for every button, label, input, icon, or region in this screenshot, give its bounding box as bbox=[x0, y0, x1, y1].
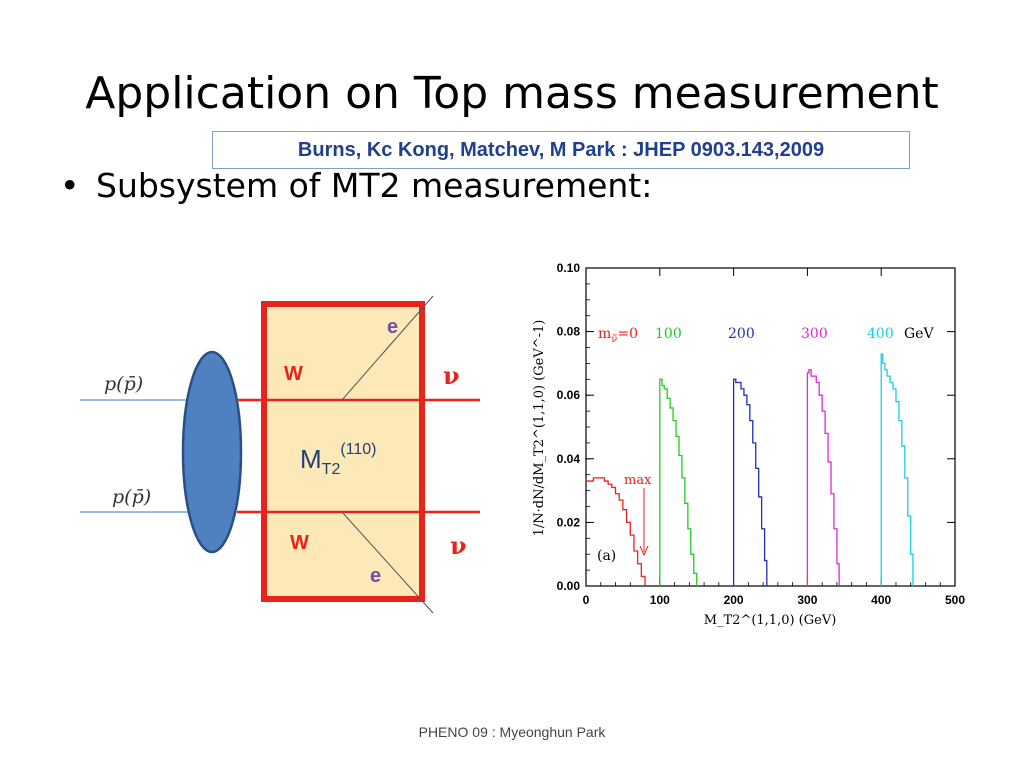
x-tick-label: 100 bbox=[650, 593, 670, 607]
mt2-diagram: p(p̄) p(p̄) e e W W ν ν MT2 (110) bbox=[80, 295, 480, 614]
y-axis-label: 1/N·dN/dM_T2^(1,1,0) (GeV^-1) bbox=[532, 320, 547, 537]
legend: mν̃=0 bbox=[598, 326, 638, 345]
mt2-main: M bbox=[300, 444, 322, 474]
legend-unit: GeV bbox=[904, 326, 934, 342]
electron-line-bottom bbox=[341, 511, 434, 614]
legend-entry-1: 100 bbox=[655, 326, 682, 342]
mt2-label: MT2 (110) bbox=[300, 441, 377, 478]
w-label-top: W bbox=[284, 363, 303, 385]
y-tick-label: 0.02 bbox=[557, 515, 581, 529]
beam-label-bottom: p(p̄) bbox=[112, 486, 151, 508]
bullet-text: Subsystem of MT2 measurement: bbox=[96, 166, 653, 205]
x-tick-label: 300 bbox=[797, 593, 817, 607]
electron-line-top bbox=[341, 295, 434, 401]
y-tick-label: 0.04 bbox=[557, 452, 581, 466]
max-arrowhead bbox=[639, 545, 649, 557]
y-tick-label: 0.10 bbox=[557, 261, 581, 275]
series-line-2 bbox=[732, 378, 768, 586]
legend-entry-3: 300 bbox=[801, 326, 828, 342]
bullet-item: • Subsystem of MT2 measurement: bbox=[60, 166, 652, 205]
legend-entry-4: 400 bbox=[867, 326, 894, 342]
axis-ticks: 0 100 200 300 400 500 0.00 0.02 0.04 0.06 0.08 0.10 bbox=[557, 261, 966, 607]
plot-frame bbox=[585, 267, 956, 587]
panel-label: (a) bbox=[597, 548, 616, 564]
bullet-marker: • bbox=[60, 166, 80, 205]
legend-prefix-sub: ν̃ bbox=[611, 334, 617, 345]
legend-entry-2: 200 bbox=[728, 326, 755, 342]
x-axis-label: M_T2^(1,1,0) (GeV) bbox=[704, 613, 837, 628]
legend-entry-0: =0 bbox=[617, 326, 638, 342]
nu-label-bottom: ν bbox=[450, 531, 467, 560]
w-label-bottom: W bbox=[290, 532, 309, 554]
y-tick-label: 0.08 bbox=[557, 325, 581, 339]
series-line-0 bbox=[586, 477, 646, 586]
x-tick-label: 0 bbox=[583, 593, 590, 607]
series-line-3 bbox=[806, 369, 840, 586]
footer: PHENO 09 : Myeonghun Park bbox=[418, 724, 606, 740]
e-label-bottom: e bbox=[370, 565, 381, 587]
citation-box: Burns, Kc Kong, Matchev, M Park : JHEP 0… bbox=[212, 131, 910, 169]
x-tick-label: 400 bbox=[871, 593, 891, 607]
x-tick-label: 500 bbox=[945, 593, 965, 607]
mt2-subscript: T2 bbox=[322, 461, 341, 478]
x-tick-label: 200 bbox=[724, 593, 744, 607]
mt2-chart: 0 100 200 300 400 500 0.00 0.02 0.04 0.06 0.08 0.10… bbox=[532, 261, 965, 628]
series-line-1 bbox=[659, 378, 698, 586]
y-tick-label: 0.06 bbox=[557, 388, 581, 402]
collision-blob bbox=[181, 350, 243, 554]
max-annotation: max bbox=[624, 473, 652, 488]
y-tick-label: 0.00 bbox=[557, 579, 581, 593]
mt2-superscript: (110) bbox=[340, 441, 376, 458]
slide-title: Application on Top mass measurement bbox=[85, 68, 939, 119]
mt2-subsystem-box bbox=[261, 301, 425, 602]
legend-prefix: m bbox=[598, 326, 611, 342]
series-layer bbox=[586, 353, 914, 586]
beam-label-top: p(p̄) bbox=[104, 373, 143, 395]
series-line-4 bbox=[880, 353, 914, 586]
nu-label-top: ν bbox=[443, 361, 460, 390]
e-label-top: e bbox=[387, 316, 398, 338]
